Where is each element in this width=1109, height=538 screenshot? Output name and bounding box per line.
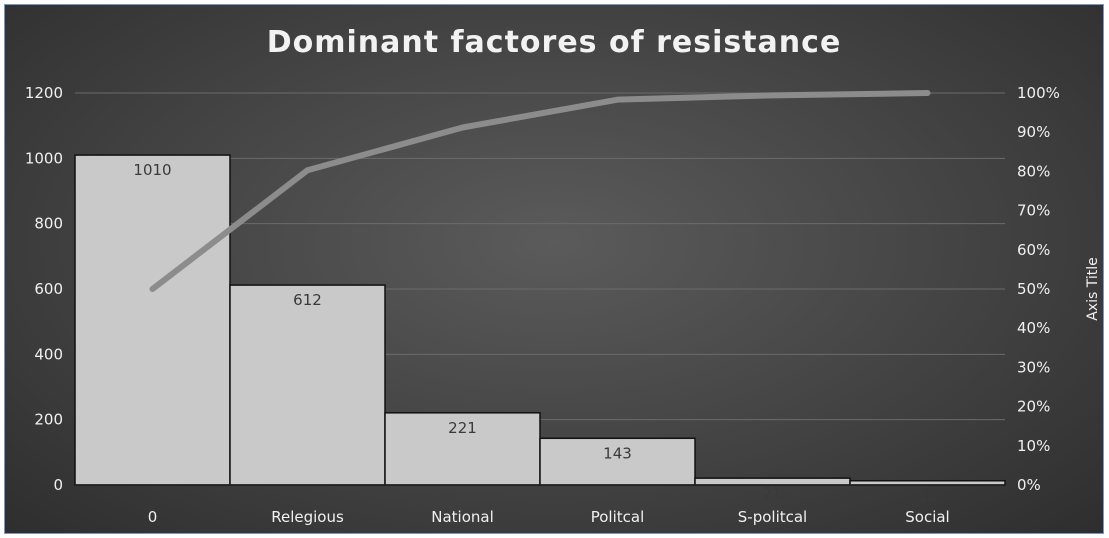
cumulative-line <box>149 90 931 292</box>
bar-data-label: 221 <box>448 419 477 437</box>
chart-title: Dominant factores of resistance <box>266 25 842 60</box>
y-tick-label: 600 <box>34 280 63 298</box>
y2-tick-label: 50% <box>1017 280 1050 298</box>
y2-tick-label: 20% <box>1017 398 1050 416</box>
bar <box>539 437 696 486</box>
x-tick-label: S-politcal <box>738 508 807 526</box>
y2-tick-label: 40% <box>1017 319 1050 337</box>
x-tick-label: National <box>431 508 494 526</box>
y2-tick-label: 70% <box>1017 202 1050 220</box>
y-tick-label: 1200 <box>25 84 63 102</box>
y-tick-label: 800 <box>34 215 63 233</box>
y2-tick-label: 80% <box>1017 162 1050 180</box>
y-tick-label: 1000 <box>25 149 63 167</box>
chart-plot: 0 200 400 600 800 1000 1200 0% 10% 20% 30% 40% 50% 60… <box>25 84 1101 526</box>
bar-data-label: 21 <box>763 484 782 502</box>
y2-tick-label: 30% <box>1017 358 1050 376</box>
bar-data-label: 612 <box>293 291 322 309</box>
y2-tick-label: 90% <box>1017 123 1050 141</box>
bar-data-label: 1010 <box>133 161 171 179</box>
y2-tick-label: 100% <box>1017 84 1060 102</box>
y-tick-label: 0 <box>53 476 63 494</box>
chart-frame: Dominant factores of resistance 0 200 400 6… <box>4 4 1104 534</box>
bar <box>229 284 386 486</box>
x-tick-label: Social <box>905 508 949 526</box>
y2-tick-label: 60% <box>1017 241 1050 259</box>
y-tick-label: 400 <box>34 345 63 363</box>
bar-data-label: 13 <box>918 487 937 505</box>
x-tick-label: 0 <box>148 508 158 526</box>
y2-axis-title: Axis Title <box>1085 257 1101 321</box>
bar <box>74 154 231 486</box>
y2-tick-label: 10% <box>1017 437 1050 455</box>
y2-tick-label: 0% <box>1017 476 1041 494</box>
y-tick-label: 200 <box>34 411 63 429</box>
bar-data-label: 143 <box>603 444 632 462</box>
x-tick-label: Relegious <box>271 508 344 526</box>
x-tick-label: Politcal <box>591 508 645 526</box>
